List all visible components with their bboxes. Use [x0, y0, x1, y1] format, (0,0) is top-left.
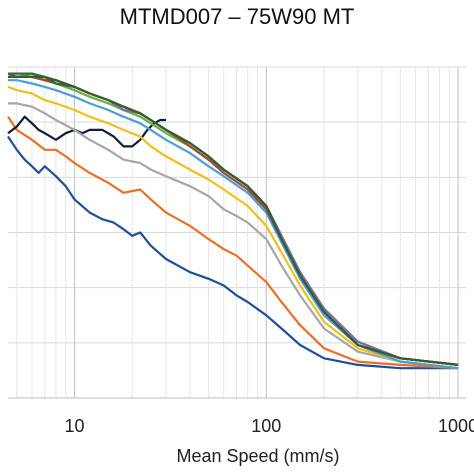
- series-line-11: [8, 75, 459, 366]
- x-tick-label: 1000: [438, 416, 474, 436]
- series-line-1: [7, 135, 459, 370]
- series-line-5: [7, 85, 459, 370]
- series-line-10: [8, 72, 459, 366]
- series-line-7: [8, 72, 459, 366]
- series-line-8: [8, 75, 459, 366]
- series-line-6: [8, 79, 459, 370]
- x-tick-labels: 10 100 1000: [64, 416, 474, 436]
- x-axis-label: Mean Speed (mm/s): [176, 446, 339, 466]
- series-group: [7, 72, 459, 370]
- grid: [8, 66, 466, 399]
- x-tick-label: 10: [64, 416, 84, 436]
- series-line-4: [8, 102, 459, 370]
- series-line-9: [7, 72, 459, 366]
- x-tick-label: 100: [251, 416, 281, 436]
- series-line-2: [7, 116, 459, 370]
- series-line-3: [7, 115, 166, 148]
- chart-title: MTMD007 – 75W90 MT: [119, 4, 355, 29]
